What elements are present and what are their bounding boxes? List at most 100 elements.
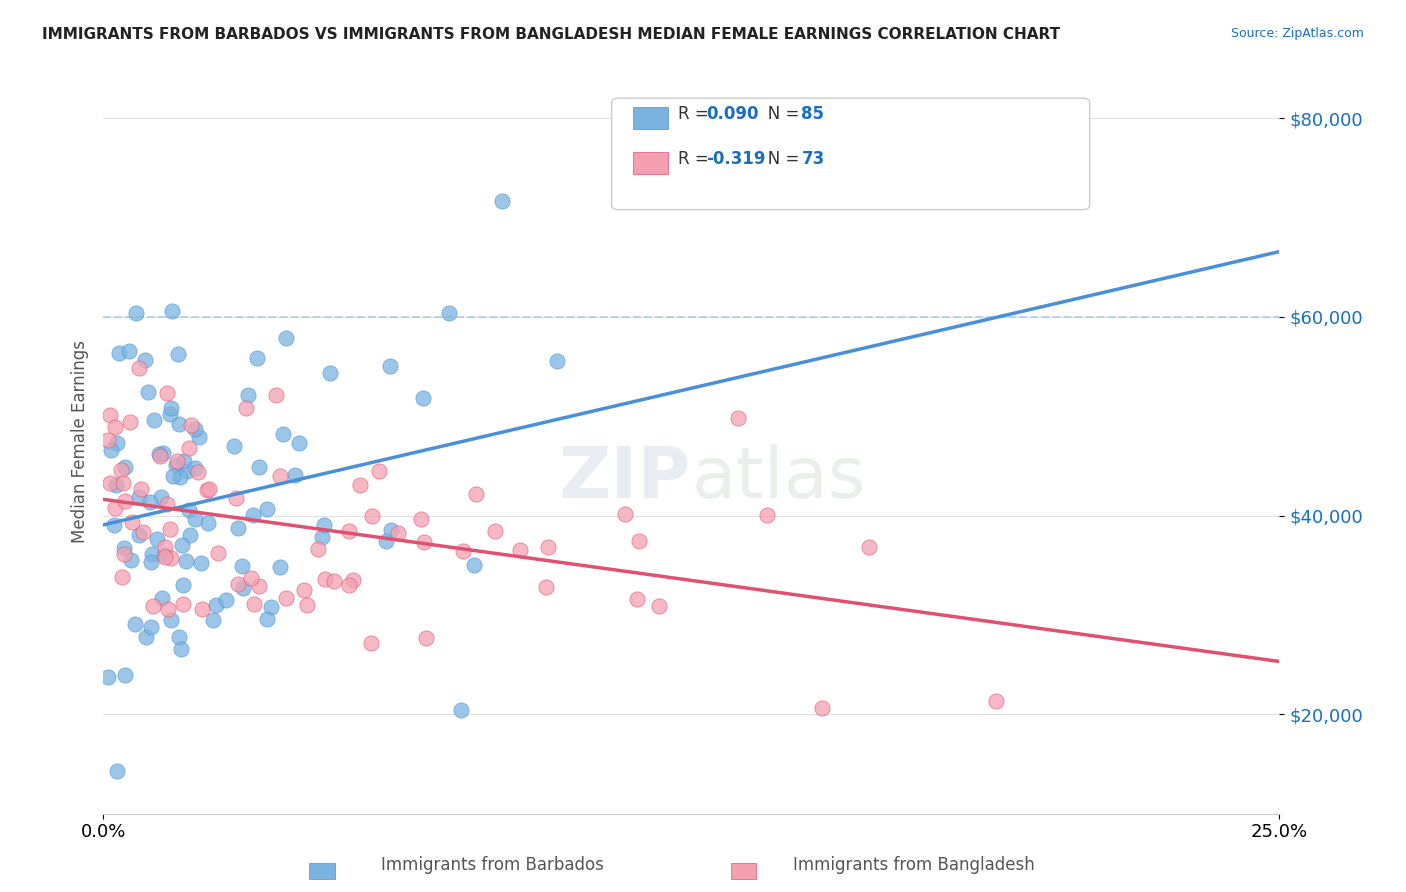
Point [112,547,135,561]
Point [260,600,283,615]
Point [256,502,278,516]
Point [360,509,382,524]
Point [242,508,264,523]
Point [104,501,127,516]
Text: IMMIGRANTS FROM BARBADOS VS IMMIGRANTS FROM BANGLADESH MEDIAN FEMALE EARNINGS CO: IMMIGRANTS FROM BARBADOS VS IMMIGRANTS F… [42,27,1060,42]
Point [314,518,336,533]
Point [271,427,294,442]
Point [173,454,195,468]
Point [105,764,128,779]
Point [295,598,318,612]
Point [314,572,336,586]
Point [269,468,291,483]
Point [112,541,135,555]
Text: Source: ZipAtlas.com: Source: ZipAtlas.com [1230,27,1364,40]
Point [256,612,278,626]
Point [811,700,834,714]
Point [191,602,214,616]
Point [124,616,146,631]
Point [207,546,229,560]
Point [105,435,128,450]
Y-axis label: Median Female Earnings: Median Female Earnings [72,340,89,542]
Point [110,463,132,477]
Point [128,490,150,504]
Point [284,468,307,483]
Point [159,408,181,422]
Point [142,599,165,613]
Point [463,558,485,572]
Point [156,386,179,401]
Point [627,534,650,549]
Point [174,554,197,568]
Point [184,422,207,436]
Point [360,636,382,650]
Point [367,464,389,478]
Point [986,693,1008,707]
Point [156,497,179,511]
Point [162,304,184,318]
Point [198,482,221,496]
Point [269,560,291,574]
Text: R =: R = [678,150,714,168]
Point [118,415,141,429]
Point [141,620,163,634]
Text: N =: N = [752,105,804,123]
Text: ZIP: ZIP [560,444,692,513]
Point [292,583,315,598]
Point [155,549,177,564]
Point [239,571,262,585]
Point [236,387,259,401]
Point [451,544,474,558]
Text: Immigrants from Bangladesh: Immigrants from Bangladesh [793,856,1035,874]
Point [484,524,506,539]
Point [170,538,193,552]
Point [155,541,177,555]
Point [274,591,297,606]
Point [534,580,557,594]
Point [349,478,371,492]
Point [114,668,136,682]
Point [202,613,225,627]
Point [136,384,159,399]
Point [149,450,172,464]
Point [225,491,247,505]
Point [179,442,201,456]
Point [141,547,163,561]
Point [184,461,207,475]
Point [120,552,142,566]
Point [179,503,201,517]
Point [139,494,162,508]
Point [100,442,122,457]
Point [150,490,173,504]
Point [235,401,257,415]
Point [143,413,166,427]
Point [128,361,150,376]
Point [215,593,238,607]
Point [129,482,152,496]
Point [153,548,176,562]
Point [626,591,648,606]
Point [413,535,436,549]
Point [190,557,212,571]
Point [134,353,156,368]
Point [274,331,297,345]
Point [111,570,134,584]
Text: atlas: atlas [692,444,866,513]
Point [169,470,191,484]
Point [232,582,254,596]
Point [195,483,218,497]
Point [337,578,360,592]
Point [118,343,141,358]
Point [98,476,121,491]
Point [415,631,437,645]
Point [104,478,127,492]
Point [204,599,226,613]
Point [465,487,488,501]
Point [323,574,346,588]
Point [509,543,531,558]
Point [337,524,360,538]
Point [411,512,433,526]
Point [108,346,131,360]
Point [98,409,121,423]
Point [537,540,560,554]
